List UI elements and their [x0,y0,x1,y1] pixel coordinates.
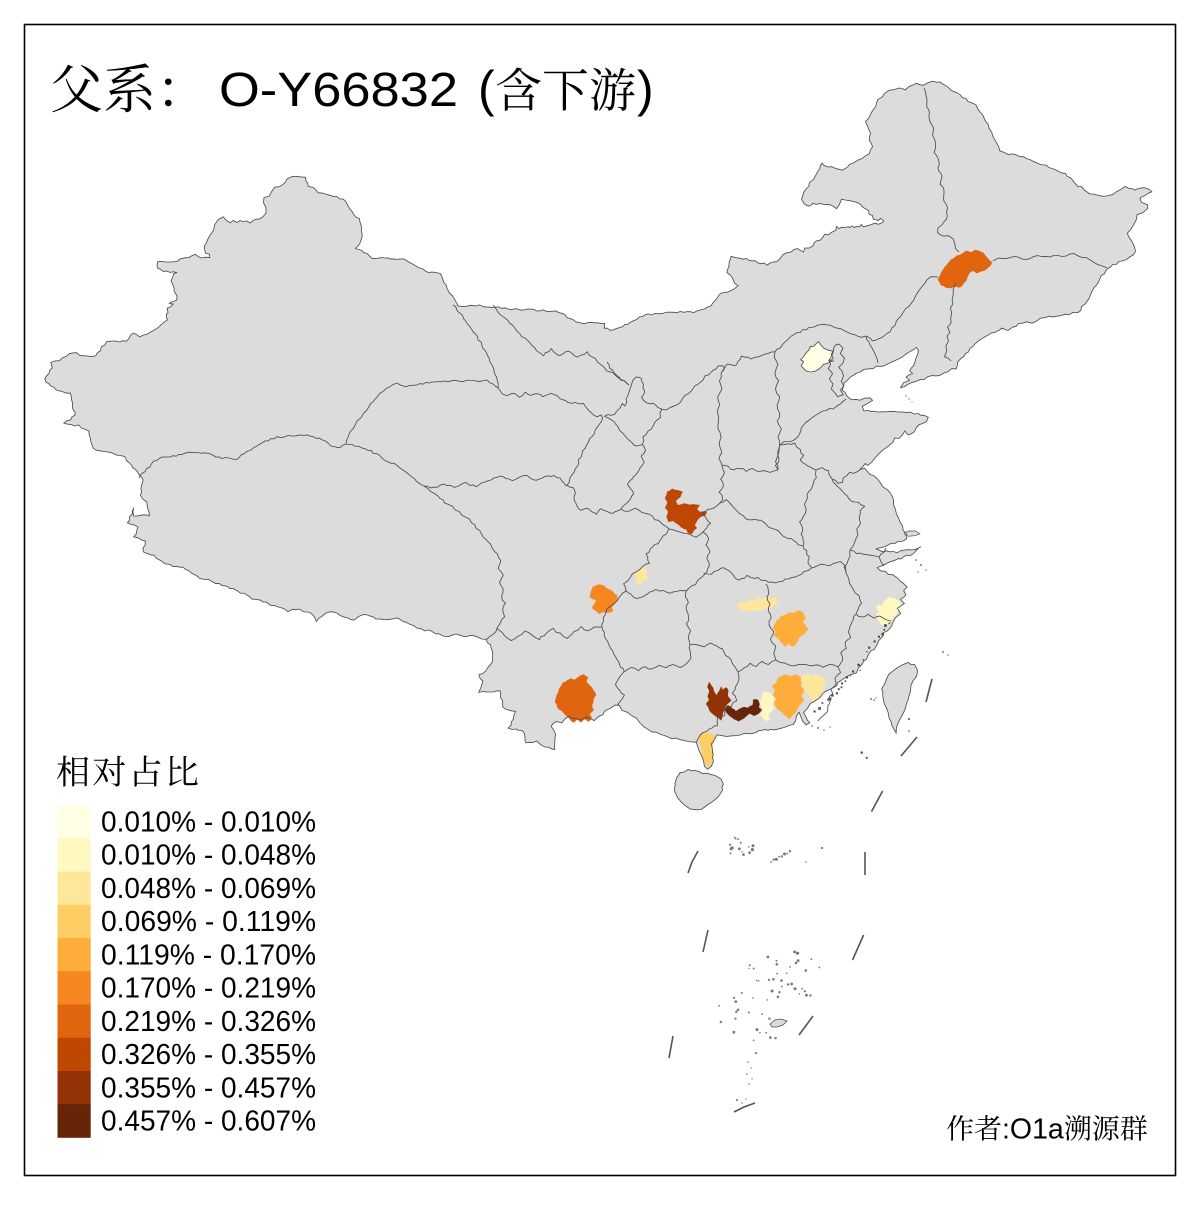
svg-text:0.355% - 0.457%: 0.355% - 0.457% [101,1072,316,1104]
svg-text:0.457% - 0.607%: 0.457% - 0.607% [101,1106,316,1138]
svg-text:0.119% - 0.170%: 0.119% - 0.170% [101,939,316,971]
svg-text:(: ( [478,61,495,117]
svg-text:0.326% - 0.355%: 0.326% - 0.355% [101,1039,316,1071]
svg-text:0.010% - 0.048%: 0.010% - 0.048% [101,840,316,872]
svg-text:O-Y66832: O-Y66832 [219,64,458,117]
svg-text:0.048% - 0.069%: 0.048% - 0.069% [101,873,316,905]
svg-text:0.069% - 0.119%: 0.069% - 0.119% [101,906,316,938]
svg-text::O1a: :O1a [1002,1114,1064,1146]
svg-text:): ) [637,61,654,117]
svg-text:0.219% - 0.326%: 0.219% - 0.326% [101,1006,316,1038]
svg-text:0.170% - 0.219%: 0.170% - 0.219% [101,973,316,1005]
svg-text:0.010% - 0.010%: 0.010% - 0.010% [101,806,316,838]
